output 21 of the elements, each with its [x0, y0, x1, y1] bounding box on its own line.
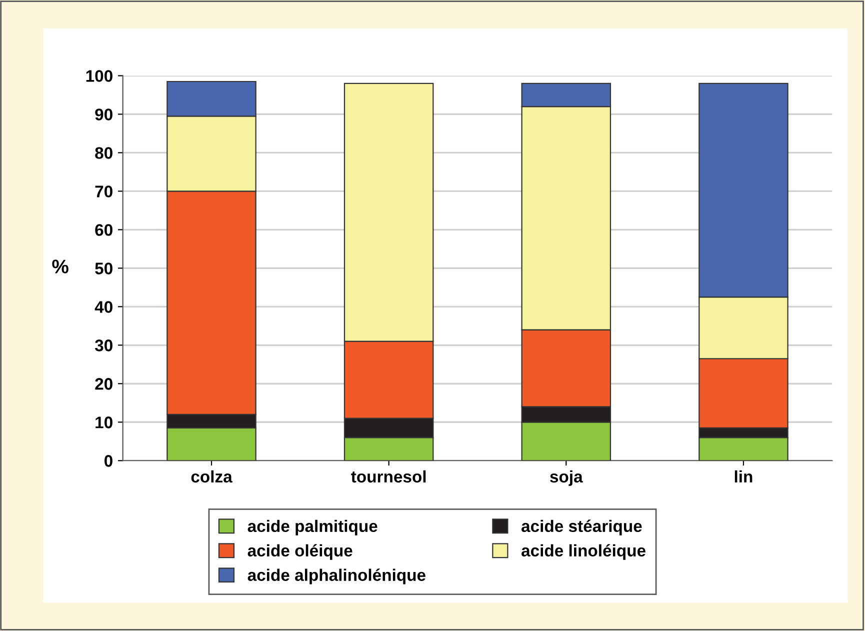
x-tick-label: colza	[191, 470, 232, 483]
y-tick-label: 0	[104, 455, 112, 467]
y-tick-label: 70	[95, 186, 112, 198]
legend-label: acide oléique	[248, 544, 352, 560]
y-tick-label: 60	[95, 224, 112, 236]
y-tick-label: 10	[96, 416, 112, 428]
y-tick-label: 40	[94, 301, 112, 313]
y-tick-label: 90	[95, 108, 112, 120]
legend-label: acide linoléique	[522, 544, 646, 560]
y-tick-label: 80	[95, 147, 112, 159]
legend-label: acide palmitique	[248, 520, 378, 536]
y-tick-label: 30	[94, 340, 112, 352]
x-tick-label: tournesol	[351, 470, 426, 483]
y-tick-label: 20	[95, 378, 112, 390]
x-tick-label: soja	[550, 470, 583, 486]
y-axis-title: %	[52, 260, 68, 274]
legend-label: acide alphalinolénique	[248, 568, 426, 584]
y-tick-label: 100	[86, 70, 112, 82]
legend-label: acide stéarique	[522, 520, 642, 536]
x-tick-label: lin	[734, 470, 752, 482]
y-tick-label: 50	[95, 262, 112, 274]
